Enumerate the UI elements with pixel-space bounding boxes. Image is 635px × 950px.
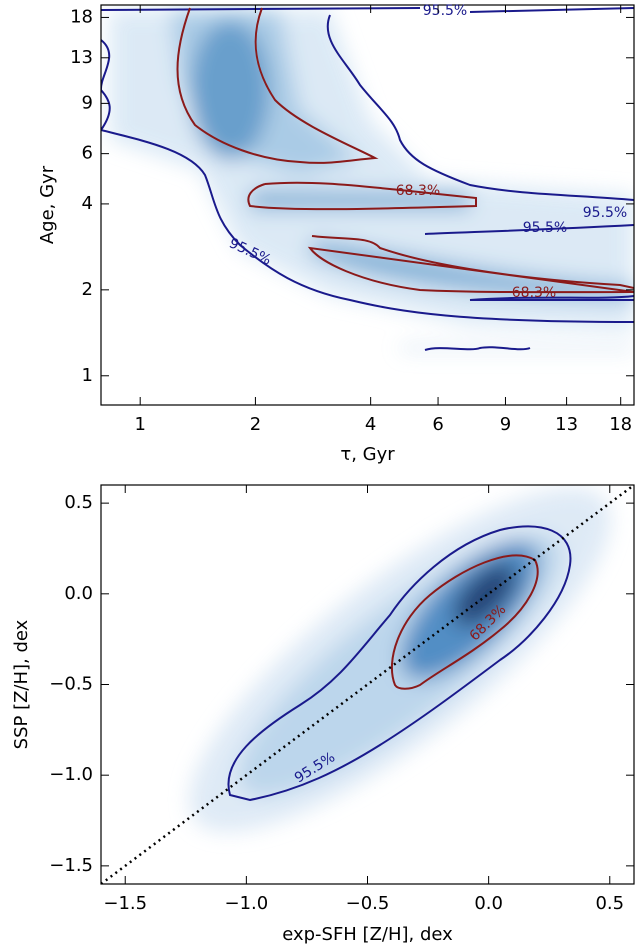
density-map — [189, 487, 611, 833]
y-tick-label: 4 — [82, 193, 93, 214]
y-tick-label: −1.5 — [49, 855, 93, 876]
y-tick-label: 0.5 — [64, 492, 93, 513]
y-tick-label: 13 — [70, 47, 93, 68]
contours — [101, 485, 634, 884]
y-tick-label: 18 — [70, 6, 93, 27]
x-tick-label: 9 — [500, 414, 511, 435]
x-tick-label: 2 — [250, 414, 261, 435]
y-tick-label: 9 — [82, 92, 93, 113]
plot-frame — [100, 4, 635, 406]
contours — [101, 7, 634, 351]
y-tick-label: 0.0 — [64, 583, 93, 604]
x-tick-label: 18 — [609, 414, 632, 435]
x-axis-label: τ, Gyr — [340, 444, 395, 465]
x-axis-label: exp-SFH [Z/H], dex — [282, 924, 453, 945]
x-tick-label: 0.0 — [474, 893, 503, 914]
y-tick-label: 6 — [82, 143, 93, 164]
x-tick-label: 6 — [432, 414, 443, 435]
x-tick-label: 1 — [134, 414, 145, 435]
contour-label: 95.5% — [523, 220, 567, 236]
y-axis-label: SSP [Z/H], dex — [11, 619, 32, 749]
y-axis-label: Age, Gyr — [37, 165, 58, 244]
contour-label: 95.5% — [583, 205, 627, 221]
y-tick-label: 2 — [82, 279, 93, 300]
x-tick-label: −1.0 — [225, 893, 269, 914]
y-tick-label: −0.5 — [49, 674, 93, 695]
contour-label: 95.5% — [423, 3, 467, 19]
contour-label: 68.3% — [512, 285, 556, 301]
x-tick-label: 4 — [365, 414, 376, 435]
y-tick-label: 1 — [82, 365, 93, 386]
contour-label: 68.3% — [396, 183, 440, 199]
y-tick-label: −1.0 — [49, 764, 93, 785]
x-tick-label: −0.5 — [346, 893, 390, 914]
x-tick-label: −1.5 — [103, 893, 147, 914]
x-tick-label: 0.5 — [595, 893, 624, 914]
x-tick-label: 13 — [555, 414, 578, 435]
